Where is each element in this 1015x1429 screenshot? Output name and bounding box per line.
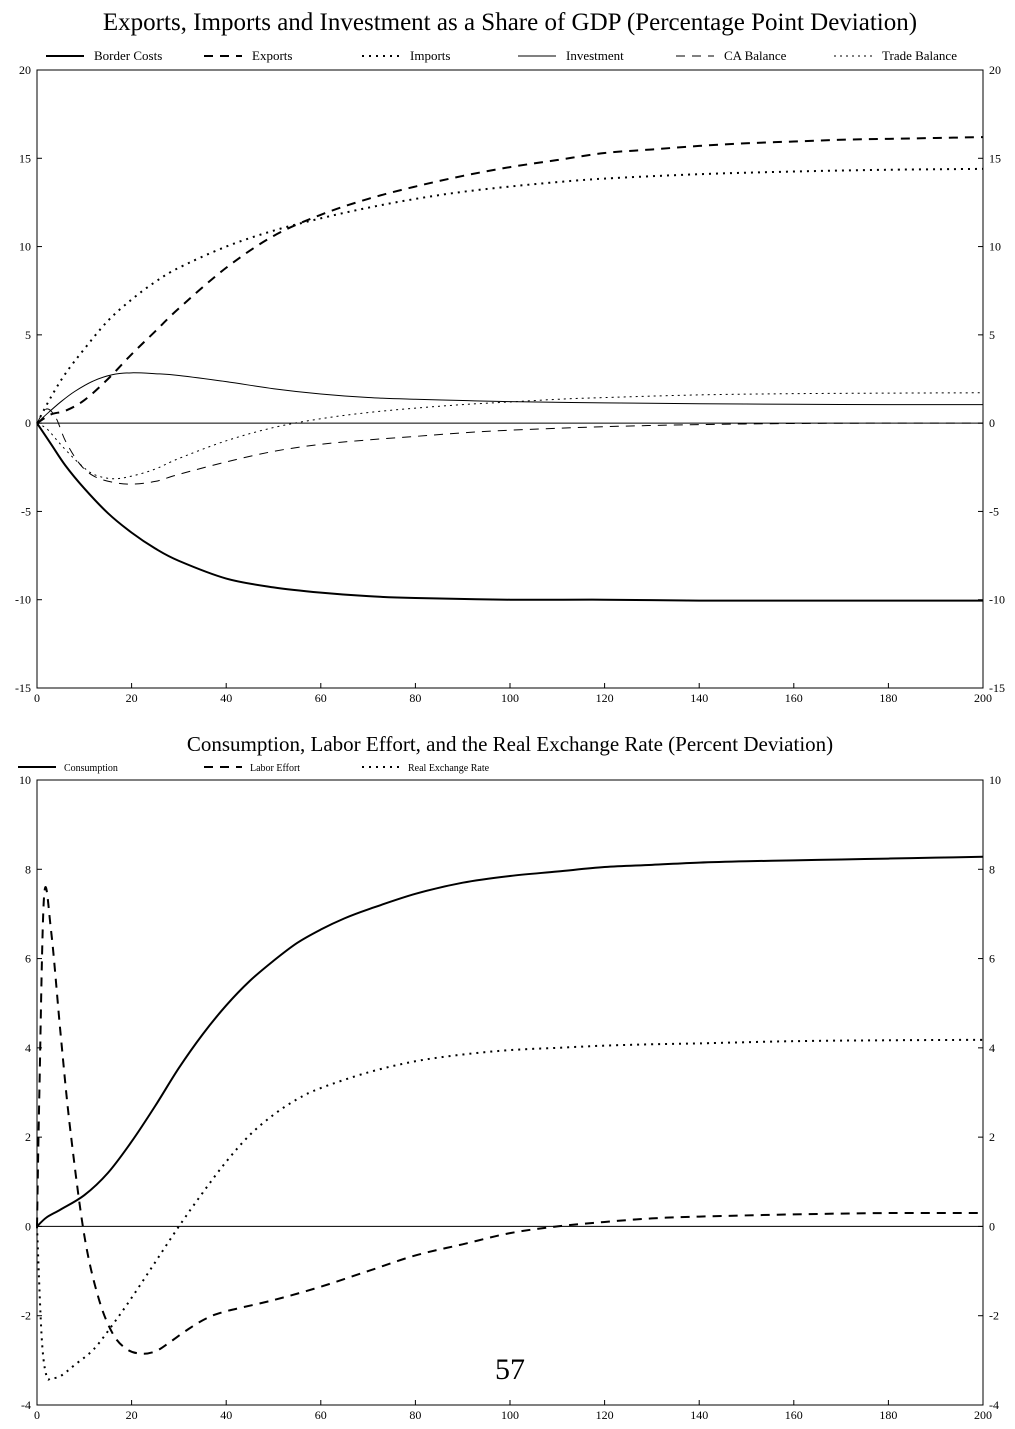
- y-tick-label-left: 10: [19, 773, 31, 787]
- legend-label-ca-balance: CA Balance: [724, 48, 787, 63]
- y-tick-label-left: 0: [25, 416, 31, 430]
- y-tick-label-right: 10: [989, 240, 1001, 254]
- chart-2: Consumption, Labor Effort, and the Real …: [18, 732, 1001, 1422]
- x-tick-label: 0: [34, 1408, 40, 1422]
- plot-frame: [36, 69, 984, 689]
- series-line-consumption: [36, 855, 984, 1228]
- y-tick-label-right: 0: [989, 416, 995, 430]
- x-tick-label: 140: [690, 1408, 708, 1422]
- x-tick-label: 100: [501, 1408, 519, 1422]
- x-tick-label: 160: [785, 1408, 803, 1422]
- legend-label-border-costs: Border Costs: [94, 48, 162, 63]
- x-tick-label: 20: [126, 1408, 138, 1422]
- chart-title: Consumption, Labor Effort, and the Real …: [187, 732, 833, 756]
- y-tick-label-left: 10: [19, 240, 31, 254]
- y-tick-label-right: 4: [989, 1041, 995, 1055]
- y-tick-label-right: -10: [989, 593, 1005, 607]
- legend-label-consumption: Consumption: [64, 763, 118, 774]
- x-tick-label: 40: [220, 691, 232, 705]
- plot-frame: [36, 779, 984, 1406]
- series-line-labor-effort: [36, 886, 984, 1355]
- y-tick-label-right: 6: [989, 952, 995, 966]
- x-tick-label: 180: [879, 1408, 897, 1422]
- y-tick-label-right: 8: [989, 862, 995, 876]
- y-tick-label-left: -5: [21, 504, 31, 518]
- y-tick-label-left: 6: [25, 952, 31, 966]
- y-tick-label-left: 0: [25, 1219, 31, 1233]
- legend-label-imports: Imports: [410, 48, 450, 63]
- y-tick-label-left: 8: [25, 862, 31, 876]
- y-tick-label-left: 15: [19, 151, 31, 165]
- x-tick-label: 60: [315, 1408, 327, 1422]
- page-number: 57: [495, 1353, 525, 1386]
- x-tick-label: 140: [690, 691, 708, 705]
- y-tick-label-right: 10: [989, 773, 1001, 787]
- x-tick-label: 40: [220, 1408, 232, 1422]
- x-tick-label: 100: [501, 691, 519, 705]
- y-tick-label-right: 20: [989, 63, 1001, 77]
- legend-label-trade-balance: Trade Balance: [882, 48, 957, 63]
- legend-label-real-exchange-rate: Real Exchange Rate: [408, 763, 490, 774]
- y-tick-label-right: 15: [989, 151, 1001, 165]
- series-line-ca-balance: [36, 408, 984, 485]
- y-tick-label-right: 2: [989, 1130, 995, 1144]
- x-tick-label: 80: [409, 1408, 421, 1422]
- series-line-border-costs: [36, 422, 983, 602]
- x-tick-label: 0: [34, 691, 40, 705]
- x-tick-label: 160: [785, 691, 803, 705]
- legend-label-labor-effort: Labor Effort: [250, 763, 300, 774]
- chart-1: Exports, Imports and Investment as a Sha…: [15, 9, 1005, 705]
- x-tick-label: 80: [409, 691, 421, 705]
- series-line-imports: [36, 167, 984, 424]
- y-tick-label-left: 4: [25, 1041, 31, 1055]
- x-tick-label: 180: [879, 691, 897, 705]
- y-tick-label-left: -2: [21, 1309, 31, 1323]
- x-tick-label: 60: [315, 691, 327, 705]
- series-line-trade-balance: [36, 392, 984, 480]
- y-tick-label-left: -10: [15, 593, 31, 607]
- y-tick-label-left: -15: [15, 681, 31, 695]
- y-tick-label-left: 2: [25, 1130, 31, 1144]
- series-line-exports: [36, 136, 984, 424]
- series-line-real-exchange-rate: [36, 1038, 984, 1381]
- x-tick-label: 200: [974, 691, 992, 705]
- chart-title: Exports, Imports and Investment as a Sha…: [103, 9, 917, 36]
- y-tick-label-left: -4: [21, 1398, 31, 1412]
- y-tick-label-left: 20: [19, 63, 31, 77]
- y-tick-label-right: 5: [989, 328, 995, 342]
- x-tick-label: 20: [126, 691, 138, 705]
- y-tick-label-right: -4: [989, 1398, 999, 1412]
- legend-label-exports: Exports: [252, 48, 292, 63]
- y-tick-label-right: -2: [989, 1309, 999, 1323]
- series-line-investment: [36, 372, 984, 424]
- y-tick-label-right: 0: [989, 1219, 995, 1233]
- y-tick-label-left: 5: [25, 328, 31, 342]
- legend-label-investment: Investment: [566, 48, 624, 63]
- x-tick-label: 120: [596, 1408, 614, 1422]
- x-tick-label: 200: [974, 1408, 992, 1422]
- y-tick-label-right: -5: [989, 504, 999, 518]
- y-tick-label-right: -15: [989, 681, 1005, 695]
- x-tick-label: 120: [596, 691, 614, 705]
